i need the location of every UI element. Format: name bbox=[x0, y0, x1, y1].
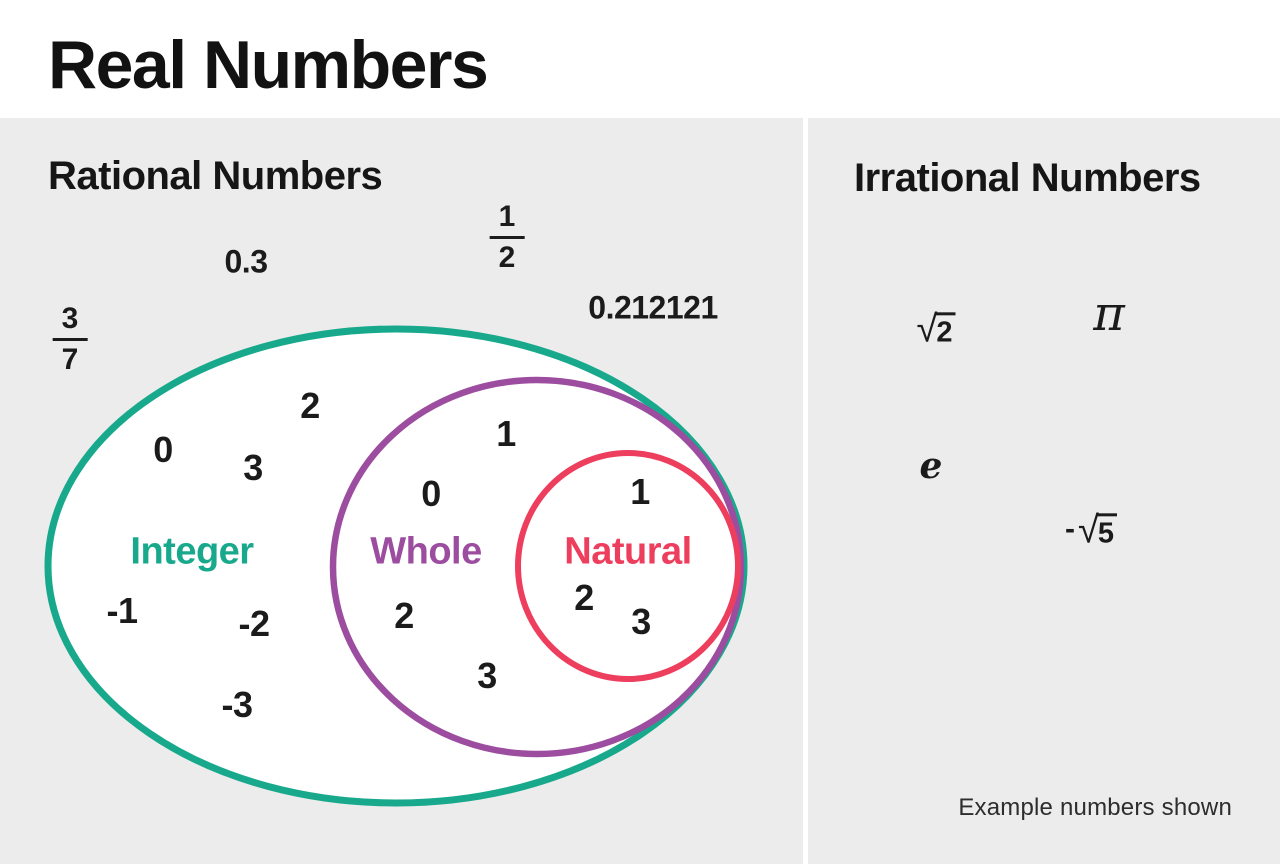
page-title: Real Numbers bbox=[48, 27, 489, 103]
sqrt-two-example: √ 2 bbox=[917, 310, 956, 349]
natural-number: 1 bbox=[630, 471, 650, 512]
rational-panel: Rational Numbers 1 2 0.3 3 7 0.212121 In… bbox=[0, 118, 803, 864]
radical-symbol: √ bbox=[916, 308, 938, 351]
rational-heading: Rational Numbers bbox=[48, 154, 383, 198]
integer-number: 2 bbox=[300, 385, 320, 426]
whole-number: 1 bbox=[496, 413, 516, 454]
fraction-three-sevenths: 3 7 bbox=[52, 303, 88, 376]
natural-number: 2 bbox=[574, 577, 594, 618]
integer-number: 3 bbox=[243, 447, 263, 488]
whole-number: 0 bbox=[421, 473, 441, 514]
integer-number: -2 bbox=[238, 603, 270, 644]
integer-number: -1 bbox=[106, 590, 138, 631]
fraction-one-half: 1 2 bbox=[489, 201, 525, 274]
euler-number-example: e bbox=[919, 445, 943, 487]
footnote: Example numbers shown bbox=[958, 794, 1232, 821]
fraction-numerator: 3 bbox=[52, 303, 88, 341]
integer-set-label: Integer bbox=[130, 530, 254, 573]
irrational-panel: Irrational Numbers √ 2 π e - √ 5 Example… bbox=[808, 118, 1280, 864]
decimal-example-repeating: 0.212121 bbox=[588, 289, 718, 326]
integer-number: -3 bbox=[221, 684, 253, 725]
pi-example: π bbox=[1093, 286, 1125, 342]
fraction-denominator: 7 bbox=[61, 342, 79, 376]
fraction-numerator: 1 bbox=[489, 201, 525, 239]
whole-set-label: Whole bbox=[370, 530, 482, 573]
natural-number: 3 bbox=[631, 601, 651, 642]
fraction-denominator: 2 bbox=[498, 240, 516, 274]
radicand: 2 bbox=[934, 312, 956, 349]
decimal-example-point-three: 0.3 bbox=[224, 243, 268, 280]
whole-number: 2 bbox=[394, 595, 414, 636]
venn-diagram bbox=[44, 325, 748, 807]
negative-sqrt-five-example: - √ 5 bbox=[1065, 511, 1117, 550]
irrational-heading: Irrational Numbers bbox=[854, 156, 1201, 200]
minus-sign: - bbox=[1065, 512, 1075, 546]
natural-set-label: Natural bbox=[564, 530, 692, 573]
radical-symbol: √ bbox=[1078, 509, 1099, 552]
integer-number: 0 bbox=[153, 429, 173, 470]
natural-set-ellipse bbox=[515, 450, 741, 682]
radicand: 5 bbox=[1095, 513, 1117, 550]
whole-number: 3 bbox=[477, 655, 497, 696]
